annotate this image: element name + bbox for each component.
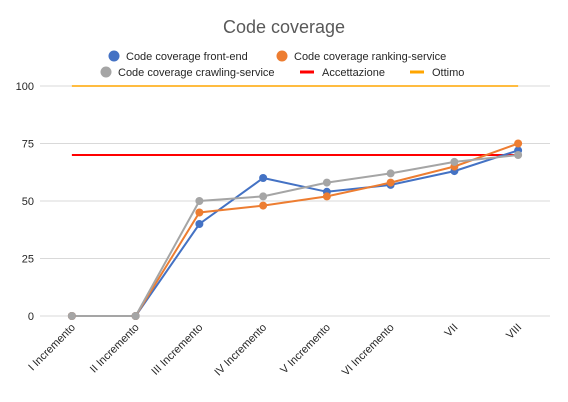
point-ranking-service (259, 201, 268, 210)
legend-marker (276, 50, 288, 62)
legend-item-ranking-service: Code coverage ranking-service (276, 50, 446, 63)
y-tick-label: 50 (22, 196, 34, 208)
point-crawling-service (131, 312, 140, 320)
x-tick-label: II Incremento (88, 322, 142, 376)
point-crawling-service (259, 192, 268, 201)
point-front-end (259, 174, 268, 182)
legend-label: Ottimo (432, 67, 464, 79)
x-tick-label: VI Incremento (340, 322, 397, 379)
series-line-front-end (71, 149, 519, 317)
y-axis: 0 25 50 75 100 (16, 81, 34, 323)
legend-marker (100, 66, 112, 78)
y-tick-label: 100 (16, 81, 34, 93)
point-ranking-service (195, 208, 204, 217)
legend-label: Code coverage front-end (126, 51, 248, 63)
point-crawling-service (450, 157, 459, 166)
point-crawling-service (514, 151, 523, 159)
legend-item-crawling-service: Code coverage crawling-service (100, 66, 275, 79)
point-crawling-service (67, 312, 76, 320)
x-tick-label: V Incremento (278, 322, 333, 377)
legend-marker (108, 50, 120, 62)
legend-label: Code coverage ranking-service (294, 51, 446, 63)
point-ranking-service (322, 192, 331, 201)
y-tick-label: 75 (22, 139, 34, 151)
x-tick-label: VII (442, 322, 460, 340)
legend-item-ottimo: Ottimo (410, 67, 464, 79)
point-ranking-service (514, 139, 523, 148)
point-front-end (195, 220, 204, 228)
series-line-crawling-service (71, 154, 519, 317)
y-tick-label: 25 (22, 254, 34, 266)
series-group (67, 139, 523, 320)
x-tick-label: IV Incremento (212, 322, 269, 379)
point-ranking-service (386, 178, 395, 187)
legend: Code coverage front-end Code coverage ran… (100, 50, 464, 79)
y-tick-label: 0 (28, 311, 34, 323)
x-tick-label: III Incremento (149, 322, 205, 378)
point-crawling-service (386, 169, 395, 178)
legend-item-front-end: Code coverage front-end (108, 50, 248, 63)
legend-label: Accettazione (322, 67, 385, 79)
x-axis: I Incremento II Incremento III Incremento I… (26, 322, 524, 379)
point-crawling-service (195, 197, 204, 205)
reference-lines (71, 85, 519, 156)
x-tick-label: VIII (504, 322, 524, 342)
chart-title: Code coverage (223, 17, 345, 37)
legend-item-accettazione: Accettazione (300, 67, 385, 79)
x-tick-label: I Incremento (26, 322, 78, 374)
point-crawling-service (322, 178, 331, 187)
legend-label: Code coverage crawling-service (118, 67, 275, 79)
